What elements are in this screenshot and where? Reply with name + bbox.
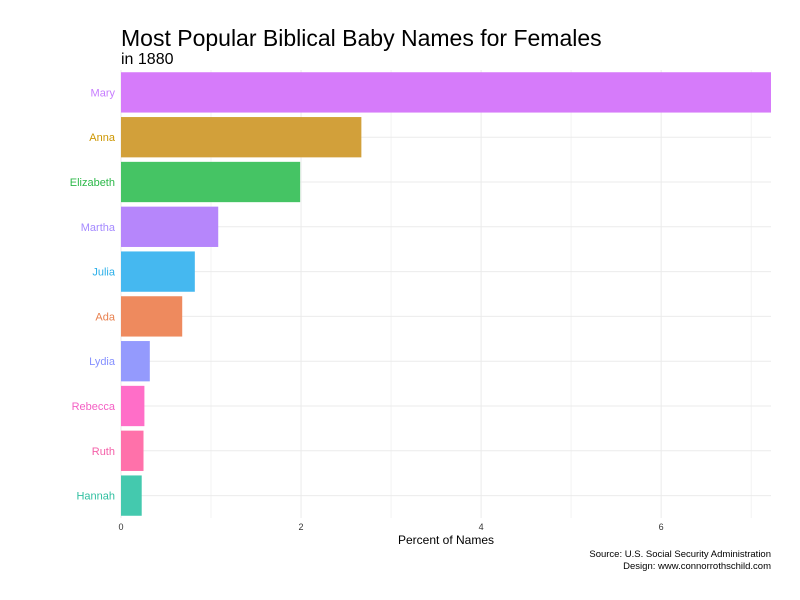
chart-subtitle: in 1880 bbox=[121, 51, 174, 68]
bar-ruth bbox=[121, 430, 144, 471]
caption: Source: U.S. Social Security Administrat… bbox=[589, 549, 771, 573]
x-tick-labels: 0 2 4 6 bbox=[118, 522, 663, 532]
category-label-anna: Anna bbox=[89, 132, 116, 144]
bar-julia bbox=[121, 251, 195, 292]
category-label-rebecca: Rebecca bbox=[72, 401, 116, 413]
chart-title: Most Popular Biblical Baby Names for Fem… bbox=[121, 25, 602, 51]
category-label-lydia: Lydia bbox=[89, 356, 116, 368]
source-note: Source: U.S. Social Security Administrat… bbox=[589, 549, 771, 560]
bar-elizabeth bbox=[121, 161, 301, 203]
bar-martha bbox=[121, 206, 219, 247]
bar-anna bbox=[121, 117, 362, 158]
category-label-hannah: Hannah bbox=[76, 491, 115, 503]
category-label-ruth: Ruth bbox=[92, 446, 115, 458]
category-label-mary: Mary bbox=[91, 87, 116, 99]
category-label-elizabeth: Elizabeth bbox=[70, 177, 115, 189]
x-tick-label-2: 2 bbox=[299, 522, 304, 532]
bar-ada bbox=[121, 296, 183, 337]
bar-hannah bbox=[121, 475, 142, 516]
category-labels: Mary Anna Elizabeth Martha Julia Ada Lydia Rebe… bbox=[70, 87, 116, 502]
bar-lydia bbox=[121, 341, 150, 382]
category-label-ada: Ada bbox=[95, 311, 115, 323]
x-tick-label-0: 0 bbox=[118, 522, 123, 532]
bar-mary bbox=[121, 72, 771, 113]
design-credit: Design: www.connorrothschild.com bbox=[623, 561, 771, 572]
category-label-julia: Julia bbox=[92, 267, 116, 279]
x-axis-label: Percent of Names bbox=[398, 533, 494, 547]
x-tick-label-6: 6 bbox=[659, 522, 664, 532]
x-tick-label-4: 4 bbox=[479, 522, 484, 532]
bars bbox=[121, 72, 771, 516]
bar-rebecca bbox=[121, 385, 145, 427]
category-label-martha: Martha bbox=[81, 222, 116, 234]
